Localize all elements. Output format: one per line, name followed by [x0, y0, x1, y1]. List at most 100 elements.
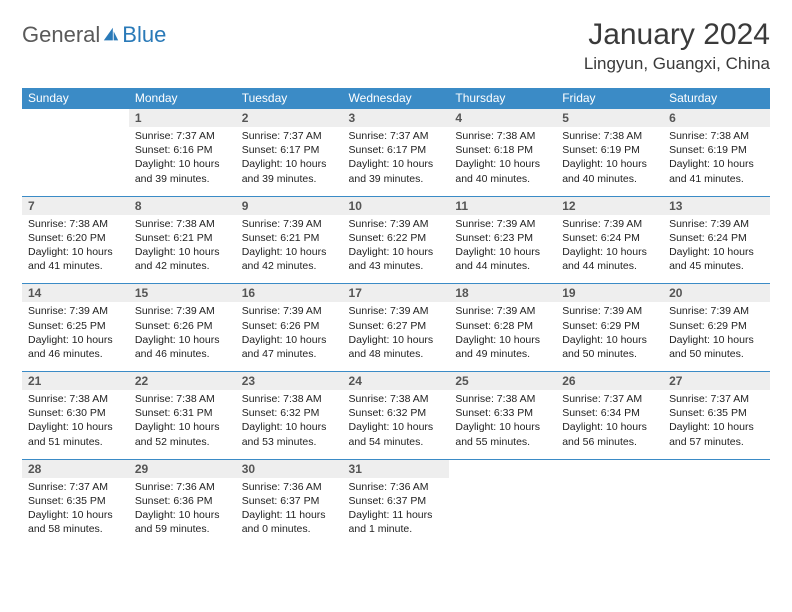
day-details: Sunrise: 7:36 AMSunset: 6:36 PMDaylight:…: [129, 478, 236, 547]
day-number: 26: [556, 372, 663, 390]
day-details: Sunrise: 7:37 AMSunset: 6:17 PMDaylight:…: [343, 127, 450, 196]
day-details: Sunrise: 7:38 AMSunset: 6:20 PMDaylight:…: [22, 215, 129, 284]
day-number: 10: [343, 197, 450, 215]
title-block: January 2024 Lingyun, Guangxi, China: [584, 18, 770, 74]
day-number: 24: [343, 372, 450, 390]
day-header: Friday: [556, 88, 663, 109]
day-details: Sunrise: 7:38 AMSunset: 6:31 PMDaylight:…: [129, 390, 236, 459]
day-header: Saturday: [663, 88, 770, 109]
day-cell: 27Sunrise: 7:37 AMSunset: 6:35 PMDayligh…: [663, 372, 770, 460]
day-number: 22: [129, 372, 236, 390]
month-title: January 2024: [584, 18, 770, 52]
day-cell: 7Sunrise: 7:38 AMSunset: 6:20 PMDaylight…: [22, 196, 129, 284]
day-details: Sunrise: 7:38 AMSunset: 6:18 PMDaylight:…: [449, 127, 556, 196]
day-details: Sunrise: 7:39 AMSunset: 6:24 PMDaylight:…: [556, 215, 663, 284]
day-number: 12: [556, 197, 663, 215]
day-cell: 1Sunrise: 7:37 AMSunset: 6:16 PMDaylight…: [129, 109, 236, 197]
day-cell: 20Sunrise: 7:39 AMSunset: 6:29 PMDayligh…: [663, 284, 770, 372]
day-cell: 5Sunrise: 7:38 AMSunset: 6:19 PMDaylight…: [556, 109, 663, 197]
day-number: 25: [449, 372, 556, 390]
empty-cell: [556, 459, 663, 546]
day-number: 28: [22, 460, 129, 478]
day-cell: 11Sunrise: 7:39 AMSunset: 6:23 PMDayligh…: [449, 196, 556, 284]
empty-cell: [449, 459, 556, 546]
day-number: 3: [343, 109, 450, 127]
day-details: Sunrise: 7:38 AMSunset: 6:32 PMDaylight:…: [343, 390, 450, 459]
page-header: General Blue January 2024 Lingyun, Guang…: [22, 18, 770, 74]
day-cell: 14Sunrise: 7:39 AMSunset: 6:25 PMDayligh…: [22, 284, 129, 372]
day-number: 18: [449, 284, 556, 302]
day-cell: 13Sunrise: 7:39 AMSunset: 6:24 PMDayligh…: [663, 196, 770, 284]
day-details: Sunrise: 7:38 AMSunset: 6:30 PMDaylight:…: [22, 390, 129, 459]
day-cell: 30Sunrise: 7:36 AMSunset: 6:37 PMDayligh…: [236, 459, 343, 546]
day-details: Sunrise: 7:39 AMSunset: 6:24 PMDaylight:…: [663, 215, 770, 284]
day-details: Sunrise: 7:38 AMSunset: 6:33 PMDaylight:…: [449, 390, 556, 459]
day-number: 8: [129, 197, 236, 215]
day-header-row: SundayMondayTuesdayWednesdayThursdayFrid…: [22, 88, 770, 109]
day-number: 17: [343, 284, 450, 302]
calendar-body: 1Sunrise: 7:37 AMSunset: 6:16 PMDaylight…: [22, 109, 770, 547]
day-header: Thursday: [449, 88, 556, 109]
day-cell: 26Sunrise: 7:37 AMSunset: 6:34 PMDayligh…: [556, 372, 663, 460]
day-details: Sunrise: 7:38 AMSunset: 6:21 PMDaylight:…: [129, 215, 236, 284]
day-number: 2: [236, 109, 343, 127]
day-cell: 21Sunrise: 7:38 AMSunset: 6:30 PMDayligh…: [22, 372, 129, 460]
day-number: 1: [129, 109, 236, 127]
day-number: 21: [22, 372, 129, 390]
day-details: Sunrise: 7:37 AMSunset: 6:35 PMDaylight:…: [22, 478, 129, 547]
day-details: Sunrise: 7:39 AMSunset: 6:28 PMDaylight:…: [449, 302, 556, 371]
day-details: Sunrise: 7:38 AMSunset: 6:19 PMDaylight:…: [663, 127, 770, 196]
day-cell: 12Sunrise: 7:39 AMSunset: 6:24 PMDayligh…: [556, 196, 663, 284]
week-row: 28Sunrise: 7:37 AMSunset: 6:35 PMDayligh…: [22, 459, 770, 546]
day-details: Sunrise: 7:38 AMSunset: 6:19 PMDaylight:…: [556, 127, 663, 196]
day-number: 5: [556, 109, 663, 127]
week-row: 14Sunrise: 7:39 AMSunset: 6:25 PMDayligh…: [22, 284, 770, 372]
day-details: Sunrise: 7:37 AMSunset: 6:35 PMDaylight:…: [663, 390, 770, 459]
location-label: Lingyun, Guangxi, China: [584, 54, 770, 74]
day-number: 15: [129, 284, 236, 302]
day-number: 29: [129, 460, 236, 478]
brand-part2: Blue: [122, 22, 166, 48]
day-cell: 2Sunrise: 7:37 AMSunset: 6:17 PMDaylight…: [236, 109, 343, 197]
day-number: 31: [343, 460, 450, 478]
day-details: Sunrise: 7:38 AMSunset: 6:32 PMDaylight:…: [236, 390, 343, 459]
week-row: 1Sunrise: 7:37 AMSunset: 6:16 PMDaylight…: [22, 109, 770, 197]
day-cell: 24Sunrise: 7:38 AMSunset: 6:32 PMDayligh…: [343, 372, 450, 460]
day-cell: 16Sunrise: 7:39 AMSunset: 6:26 PMDayligh…: [236, 284, 343, 372]
day-number: 13: [663, 197, 770, 215]
day-details: Sunrise: 7:39 AMSunset: 6:29 PMDaylight:…: [663, 302, 770, 371]
empty-cell: [22, 109, 129, 197]
day-details: Sunrise: 7:39 AMSunset: 6:27 PMDaylight:…: [343, 302, 450, 371]
day-header: Wednesday: [343, 88, 450, 109]
day-details: Sunrise: 7:39 AMSunset: 6:23 PMDaylight:…: [449, 215, 556, 284]
day-header: Tuesday: [236, 88, 343, 109]
day-header: Monday: [129, 88, 236, 109]
day-details: Sunrise: 7:39 AMSunset: 6:25 PMDaylight:…: [22, 302, 129, 371]
day-cell: 23Sunrise: 7:38 AMSunset: 6:32 PMDayligh…: [236, 372, 343, 460]
day-details: Sunrise: 7:37 AMSunset: 6:16 PMDaylight:…: [129, 127, 236, 196]
day-details: Sunrise: 7:39 AMSunset: 6:26 PMDaylight:…: [129, 302, 236, 371]
day-cell: 8Sunrise: 7:38 AMSunset: 6:21 PMDaylight…: [129, 196, 236, 284]
day-number: 6: [663, 109, 770, 127]
brand-part1: General: [22, 22, 100, 48]
day-cell: 29Sunrise: 7:36 AMSunset: 6:36 PMDayligh…: [129, 459, 236, 546]
day-cell: 10Sunrise: 7:39 AMSunset: 6:22 PMDayligh…: [343, 196, 450, 284]
day-number: 27: [663, 372, 770, 390]
calendar-table: SundayMondayTuesdayWednesdayThursdayFrid…: [22, 88, 770, 546]
day-number: 19: [556, 284, 663, 302]
day-number: 11: [449, 197, 556, 215]
day-number: 30: [236, 460, 343, 478]
day-cell: 25Sunrise: 7:38 AMSunset: 6:33 PMDayligh…: [449, 372, 556, 460]
sail-icon: [102, 26, 120, 44]
day-cell: 3Sunrise: 7:37 AMSunset: 6:17 PMDaylight…: [343, 109, 450, 197]
empty-cell: [663, 459, 770, 546]
day-details: Sunrise: 7:39 AMSunset: 6:21 PMDaylight:…: [236, 215, 343, 284]
day-details: Sunrise: 7:36 AMSunset: 6:37 PMDaylight:…: [343, 478, 450, 547]
day-number: 16: [236, 284, 343, 302]
day-cell: 18Sunrise: 7:39 AMSunset: 6:28 PMDayligh…: [449, 284, 556, 372]
day-cell: 22Sunrise: 7:38 AMSunset: 6:31 PMDayligh…: [129, 372, 236, 460]
day-cell: 28Sunrise: 7:37 AMSunset: 6:35 PMDayligh…: [22, 459, 129, 546]
day-details: Sunrise: 7:36 AMSunset: 6:37 PMDaylight:…: [236, 478, 343, 547]
day-cell: 15Sunrise: 7:39 AMSunset: 6:26 PMDayligh…: [129, 284, 236, 372]
day-cell: 4Sunrise: 7:38 AMSunset: 6:18 PMDaylight…: [449, 109, 556, 197]
